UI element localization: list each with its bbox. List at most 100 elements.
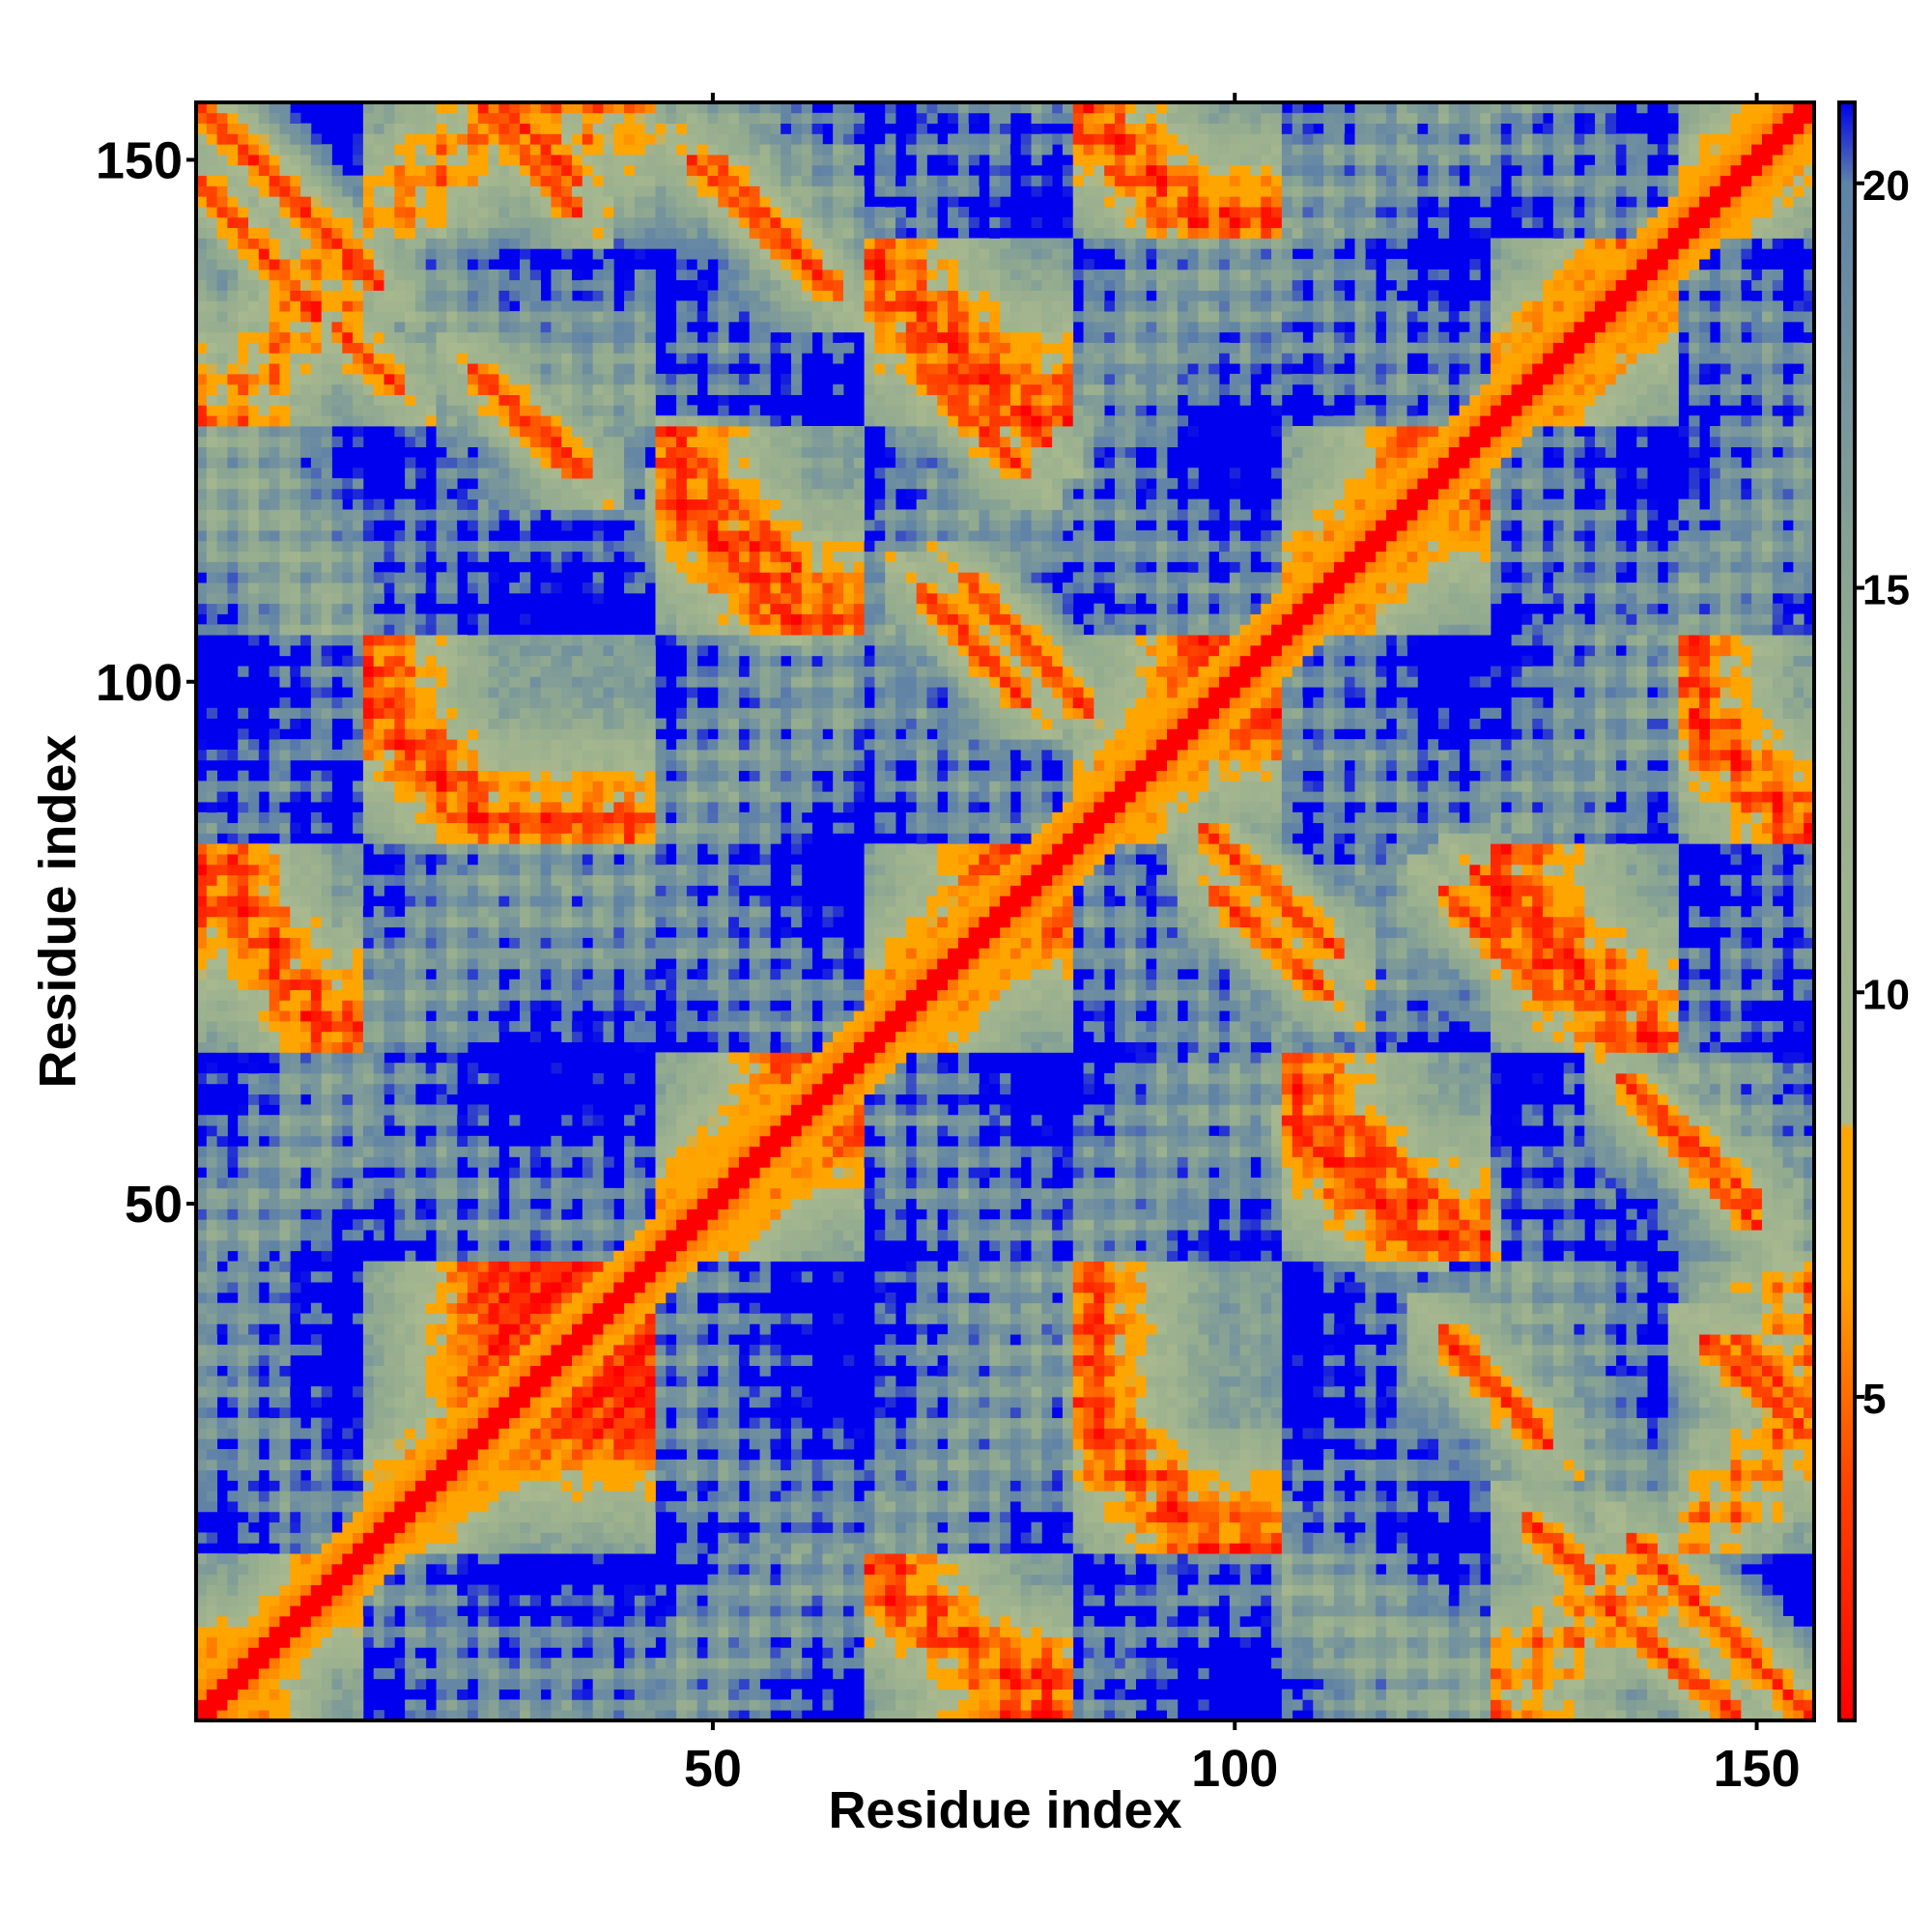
heatmap-cell [551, 1690, 561, 1700]
heatmap-cell [248, 1355, 259, 1366]
heatmap-cell [446, 719, 457, 729]
heatmap-cell [437, 1522, 447, 1533]
heatmap-cell [541, 635, 552, 645]
heatmap-cell [530, 1262, 541, 1272]
heatmap-cell [489, 917, 499, 927]
heatmap-cell [217, 854, 228, 865]
heatmap-cell [270, 468, 280, 478]
heatmap-cell [520, 185, 530, 196]
heatmap-cell [415, 1219, 426, 1230]
heatmap-cell [279, 1595, 290, 1605]
heatmap-cell [270, 447, 280, 458]
heatmap-cell [437, 1147, 447, 1157]
heatmap-cell [541, 1532, 552, 1543]
heatmap-cell [300, 1199, 311, 1209]
heatmap-cell [468, 1345, 478, 1355]
heatmap-cell [489, 1271, 499, 1282]
heatmap-cell [311, 311, 322, 322]
heatmap-cell [437, 771, 447, 781]
heatmap-cell [478, 1647, 489, 1658]
heatmap-cell [290, 635, 300, 645]
heatmap-cell [207, 248, 217, 259]
heatmap-cell [509, 1188, 520, 1199]
heatmap-cell [279, 865, 290, 875]
heatmap-cell [520, 395, 530, 406]
heatmap-cell [279, 509, 290, 520]
heatmap-cell [437, 155, 447, 165]
heatmap-cell [290, 1501, 300, 1512]
heatmap-cell [437, 415, 447, 426]
heatmap-cell [489, 1230, 499, 1240]
heatmap-cell [446, 728, 457, 739]
heatmap-cell [238, 561, 248, 572]
heatmap-cell [394, 1585, 405, 1596]
heatmap-cell [405, 1323, 415, 1334]
heatmap-cell [446, 823, 457, 834]
heatmap-cell [468, 1104, 478, 1115]
heatmap-cell [593, 1314, 604, 1324]
heatmap-cell [446, 165, 457, 176]
heatmap-cell [446, 322, 457, 332]
heatmap-cell [489, 1219, 499, 1230]
heatmap-cell [437, 405, 447, 415]
heatmap-cell [384, 791, 395, 802]
heatmap-cell [322, 854, 332, 865]
heatmap-cell [374, 687, 384, 697]
heatmap-cell [582, 1104, 593, 1115]
heatmap-cell [311, 447, 322, 458]
heatmap-cell [227, 1564, 238, 1575]
heatmap-cell [363, 791, 374, 802]
heatmap-cell [478, 1262, 489, 1272]
heatmap-cell [551, 552, 561, 562]
heatmap-cell [489, 1585, 499, 1596]
heatmap-cell [478, 489, 489, 499]
heatmap-cell [207, 1460, 217, 1470]
heatmap-cell [217, 1303, 228, 1314]
heatmap-cell [311, 499, 322, 510]
heatmap-cell [248, 750, 259, 760]
heatmap-cell [489, 1386, 499, 1397]
heatmap-cell [248, 1063, 259, 1073]
heatmap-cell [207, 1491, 217, 1501]
heatmap-cell [207, 875, 217, 886]
heatmap-cell [270, 1293, 280, 1303]
heatmap-cell [394, 1188, 405, 1199]
heatmap-cell [405, 676, 415, 687]
heatmap-cell [478, 1522, 489, 1533]
heatmap-cell [446, 1438, 457, 1449]
heatmap-cell [290, 176, 300, 186]
heatmap-cell [259, 1575, 270, 1585]
heatmap-cell [478, 1386, 489, 1397]
heatmap-cell [509, 1262, 520, 1272]
heatmap-cell [426, 1512, 437, 1522]
heatmap-cell [384, 990, 395, 1001]
heatmap-cell [207, 1323, 217, 1334]
heatmap-cell [498, 885, 509, 895]
heatmap-cell [374, 311, 384, 322]
heatmap-cell [498, 1460, 509, 1470]
heatmap-cell [248, 1188, 259, 1199]
heatmap-cell [489, 1376, 499, 1386]
heatmap-cell [530, 885, 541, 895]
heatmap-cell [394, 1418, 405, 1429]
heatmap-cell [530, 1595, 541, 1605]
heatmap-cell [207, 917, 217, 927]
heatmap-cell [394, 739, 405, 750]
heatmap-cell [322, 1690, 332, 1700]
heatmap-cell [279, 1167, 290, 1178]
heatmap-cell [270, 1470, 280, 1481]
heatmap-cell [405, 895, 415, 906]
heatmap-cell [363, 687, 374, 697]
heatmap-cell [217, 906, 228, 917]
heatmap-cell [342, 176, 353, 186]
heatmap-cell [468, 582, 478, 593]
heatmap-cell [217, 552, 228, 562]
heatmap-cell [415, 1637, 426, 1648]
heatmap-cell [279, 1208, 290, 1219]
heatmap-cell [530, 332, 541, 343]
heatmap-cell [217, 1616, 228, 1627]
heatmap-cell [342, 948, 353, 958]
heatmap-cell [248, 1605, 259, 1616]
heatmap-cell [322, 728, 332, 739]
heatmap-cell [217, 155, 228, 165]
